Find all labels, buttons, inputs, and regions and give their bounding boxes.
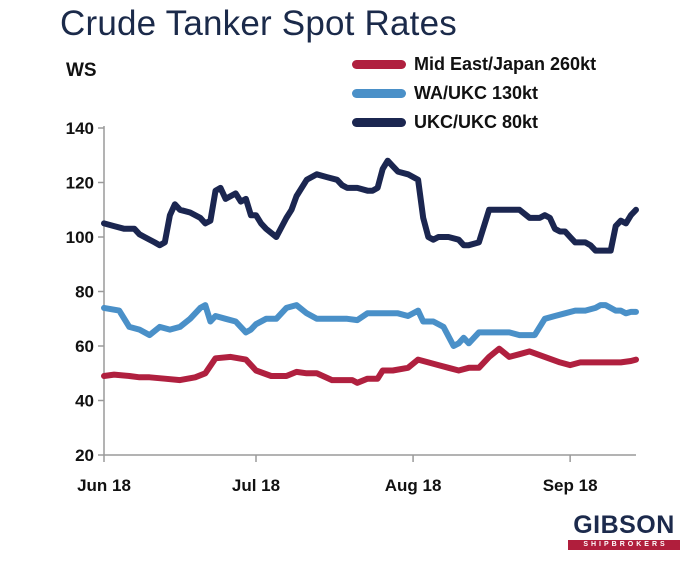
legend-item-mid-east-japan: Mid East/Japan 260kt: [352, 52, 596, 77]
legend-label-wa-ukc: WA/UKC 130kt: [414, 83, 539, 103]
logo-wordmark: GIBSON: [573, 511, 675, 539]
y-tick-label: 20: [75, 446, 94, 465]
logo-subtitle: SHIPBROKERS: [568, 540, 680, 550]
y-tick-label: 100: [66, 228, 94, 247]
legend-swatch-ukc-ukc: [352, 118, 406, 127]
y-tick-label: 40: [75, 392, 94, 411]
x-tick-label: Aug 18: [385, 476, 442, 495]
chart-legend: Mid East/Japan 260kt WA/UKC 130kt UKC/UK…: [352, 52, 596, 139]
x-tick-label: Sep 18: [543, 476, 598, 495]
legend-label-mid-east-japan: Mid East/Japan 260kt: [414, 54, 597, 74]
y-tick-label: 120: [66, 174, 94, 193]
series-line-1: [101, 302, 639, 349]
x-tick-label: Jun 18: [77, 476, 131, 495]
chart-title: Crude Tanker Spot Rates: [60, 4, 457, 43]
y-tick-label: 60: [75, 337, 94, 356]
chart-series-lines: [101, 157, 639, 386]
y-axis-unit-label: WS: [66, 60, 97, 81]
legend-swatch-wa-ukc: [352, 89, 406, 98]
legend-item-wa-ukc: WA/UKC 130kt: [352, 81, 596, 106]
y-tick-label: 80: [75, 283, 94, 302]
series-line-0: [101, 345, 639, 386]
legend-swatch-mid-east-japan: [352, 60, 406, 69]
chart-axes: 20 40 60 80 100 120 140 Jun 18 Jul 18 Aug 18 Sep 1…: [66, 119, 636, 495]
legend-item-ukc-ukc: UKC/UKC 80kt: [352, 110, 596, 135]
series-line-2: [101, 157, 639, 254]
legend-label-ukc-ukc: UKC/UKC 80kt: [414, 112, 539, 132]
x-tick-label: Jul 18: [232, 476, 280, 495]
y-tick-label: 140: [66, 119, 94, 138]
gibson-logo: GIBSON SHIPBROKERS: [568, 512, 680, 550]
